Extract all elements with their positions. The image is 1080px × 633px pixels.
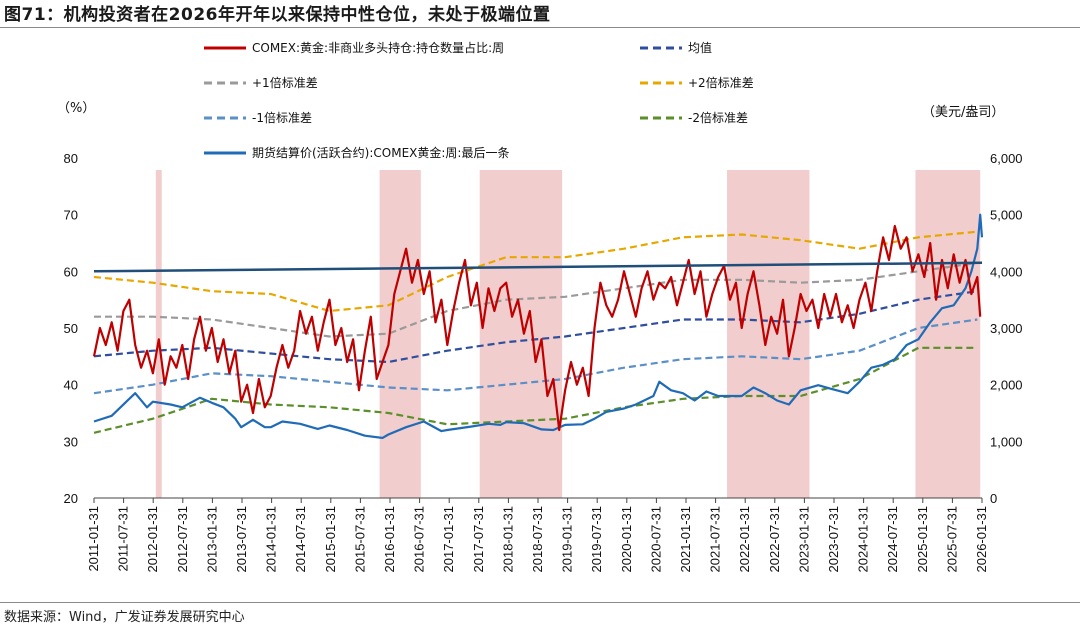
x-tick-label: 2013-01-31 [204, 506, 219, 573]
x-tick-label: 2024-07-31 [885, 506, 900, 573]
legend-label: +1倍标准差 [252, 75, 318, 90]
x-tick-label: 2019-01-31 [560, 506, 575, 573]
x-tick-label: 2022-01-31 [737, 506, 752, 573]
legend-label: +2倍标准差 [688, 75, 754, 90]
x-tick-label: 2018-01-31 [500, 506, 515, 573]
x-tick-label: 2024-01-31 [856, 506, 871, 573]
x-tick-label: 2021-01-31 [678, 506, 693, 573]
data-source: 数据来源：Wind，广发证券发展研究中心 [4, 610, 245, 625]
x-tick-label: 2018-07-31 [530, 506, 545, 573]
right-axis-unit: （美元/盎司） [922, 105, 1004, 120]
left-y-tick-label: 80 [64, 151, 78, 166]
shaded-period-1 [155, 170, 162, 498]
x-tick-label: 2022-07-31 [767, 506, 782, 573]
right-y-tick-label: 5,000 [990, 208, 1023, 223]
x-tick-label: 2025-07-31 [944, 506, 959, 573]
x-tick-label: 2023-07-31 [826, 506, 841, 573]
left-y-tick-label: 50 [64, 321, 78, 336]
legend-label: 均值 [688, 40, 712, 55]
right-y-tick-label: 6,000 [990, 151, 1023, 166]
x-tick-label: 2019-07-31 [589, 506, 604, 573]
left-y-tick-label: 60 [64, 264, 78, 279]
x-tick-label: 2014-07-31 [293, 506, 308, 573]
legend-label: 期货结算价(活跃合约):COMEX黄金:周:最后一条 [252, 145, 509, 160]
legend-label: COMEX:黄金:非商业多头持仓:持仓数量占比:周 [252, 40, 504, 55]
x-tick-label: 2016-01-31 [382, 506, 397, 573]
x-tick-label: 2020-01-31 [619, 506, 634, 573]
x-tick-label: 2012-01-31 [145, 506, 160, 573]
x-tick-label: 2023-01-31 [796, 506, 811, 573]
shaded-period-2 [379, 170, 421, 498]
x-tick-label: 2011-01-31 [86, 506, 101, 572]
left-y-tick-label: 20 [64, 491, 78, 506]
right-y-tick-label: 2,000 [990, 378, 1023, 393]
footer-divider [0, 602, 1080, 603]
left-y-tick-label: 30 [64, 434, 78, 449]
x-tick-label: 2026-01-31 [974, 506, 989, 573]
right-y-tick-label: 1,000 [990, 434, 1023, 449]
x-tick-label: 2017-01-31 [441, 506, 456, 573]
series-lines [92, 213, 984, 439]
x-tick-label: 2015-01-31 [323, 506, 338, 573]
series-line-8 [93, 261, 983, 273]
left-y-tick-label: 70 [64, 208, 78, 223]
x-tick-label: 2020-07-31 [648, 506, 663, 573]
x-tick-label: 2012-07-31 [175, 506, 190, 573]
x-tick-label: 2013-07-31 [234, 506, 249, 573]
x-tick-label: 2014-01-31 [264, 506, 279, 573]
shaded-period-5 [915, 170, 981, 498]
chart-canvas: 20 30 40 50 60 70 80 0 1,000 2,000 3,000 4,000 5,000… [57, 40, 1023, 573]
left-y-tick-label: 40 [64, 378, 78, 393]
tick-labels: 20 30 40 50 60 70 80 0 1,000 2,000 3,000 4,000 5,000… [64, 151, 1023, 573]
series-line-4 [93, 230, 978, 313]
shaded-periods [155, 170, 981, 498]
chart-title: 图71：机构投资者在2026年开年以来保持中性仓位，未处于极端位置 [4, 5, 551, 25]
x-tick-label: 2017-07-31 [471, 506, 486, 573]
x-tick-label: 2025-01-31 [915, 506, 930, 573]
series-line-3 [94, 261, 978, 338]
x-tick-label: 2016-07-31 [412, 506, 427, 573]
legend-label: -1倍标准差 [252, 110, 312, 125]
title-divider [0, 27, 1080, 28]
series-line-6 [93, 213, 984, 439]
left-axis-unit: （%） [57, 101, 95, 116]
series-line-5 [93, 290, 978, 364]
legend: COMEX:黄金:非商业多头持仓:持仓数量占比:周 均值 +1倍标准差 +2倍标准差 -… [204, 40, 754, 160]
series-line-7 [92, 224, 982, 432]
x-tick-label: 2015-07-31 [352, 506, 367, 573]
right-y-tick-label: 4,000 [990, 264, 1023, 279]
series-line-2 [93, 318, 978, 395]
right-y-tick-label: 3,000 [990, 321, 1023, 336]
x-tick-label: 2021-07-31 [708, 506, 723, 573]
right-y-tick-label: 0 [990, 491, 997, 506]
legend-label: -2倍标准差 [688, 110, 748, 125]
shaded-period-3 [479, 170, 563, 498]
x-tick-label: 2011-07-31 [116, 506, 131, 572]
